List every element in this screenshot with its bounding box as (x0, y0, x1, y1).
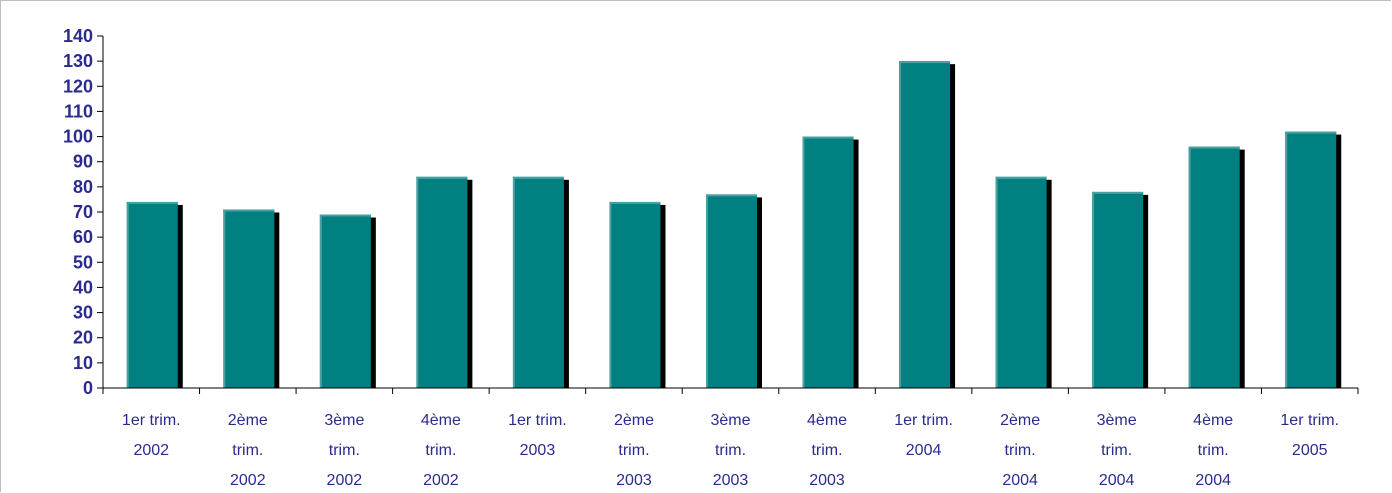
x-tick-label: 2ème (228, 412, 268, 429)
bar (609, 201, 661, 388)
y-tick-label: 30 (73, 303, 93, 323)
x-tick-label: 1er trim. (508, 412, 567, 429)
y-tick-label: 120 (63, 76, 93, 96)
bar-highlight (319, 214, 322, 388)
x-tick-label: trim. (618, 442, 649, 459)
bar-highlight (899, 61, 902, 389)
y-tick-label: 130 (63, 51, 93, 71)
bar-highlight (995, 176, 998, 388)
y-tick-label: 50 (73, 252, 93, 272)
bar (802, 136, 854, 388)
bar-highlight (1092, 191, 1095, 388)
bar-top-highlight (706, 194, 757, 197)
y-axis-ticks: 0 10 20 30 40 50 60 70 80 90 100 110 120 130 140 (63, 26, 103, 398)
bar (899, 61, 951, 389)
bar (1092, 191, 1144, 388)
y-tick-label: 0 (83, 378, 93, 398)
bar (995, 176, 1047, 388)
bar (126, 201, 178, 388)
bar (1188, 146, 1240, 388)
bar-top-highlight (1188, 146, 1240, 149)
axes-group (97, 36, 1359, 394)
y-tick-label: 110 (64, 101, 93, 121)
x-tick-label: trim. (425, 442, 456, 459)
x-tick-label: 2002 (133, 442, 169, 459)
x-tick-label: 2004 (906, 442, 942, 459)
x-tick-label: trim. (232, 442, 263, 459)
x-axis-ticks: 1er trim. 2002 2ème trim. 2002 3ème trim. 2002 4… (122, 412, 1339, 489)
bar-top-highlight (1285, 131, 1337, 134)
x-tick-label: 4ème (1193, 412, 1233, 429)
bar-top-highlight (223, 209, 275, 212)
y-tick-label: 80 (73, 177, 93, 197)
bar (223, 209, 275, 388)
bar-highlight (802, 136, 805, 388)
x-tick-label: 2003 (520, 442, 556, 459)
bar (319, 214, 371, 388)
x-tick-label: 2003 (809, 472, 845, 489)
bar (416, 176, 468, 388)
x-tick-label: 2005 (1292, 442, 1328, 459)
y-tick-label: 90 (73, 152, 93, 172)
x-tick-label: 2002 (327, 472, 363, 489)
x-tick-label: trim. (811, 442, 842, 459)
bar-top-highlight (995, 176, 1047, 179)
x-tick-label: 2003 (616, 472, 652, 489)
x-tick-label: 3ème (710, 412, 750, 429)
bar-top-highlight (126, 201, 178, 204)
bar (1285, 131, 1337, 389)
bar-highlight (1285, 131, 1288, 389)
bar-top-highlight (319, 214, 371, 217)
x-tick-label: 1er trim. (122, 412, 181, 429)
y-tick-label: 10 (73, 353, 93, 373)
bar-highlight (126, 201, 129, 388)
x-tick-label: trim. (1005, 442, 1036, 459)
bar-highlight (416, 176, 419, 388)
bar-highlight (223, 209, 226, 388)
x-tick-label: 2004 (1099, 472, 1135, 489)
bar-highlight (512, 176, 515, 388)
x-tick-label: 2003 (713, 472, 749, 489)
bar-top-highlight (899, 61, 951, 64)
bars-group (126, 61, 1342, 389)
x-tick-label: trim. (329, 442, 360, 459)
y-tick-label: 40 (73, 277, 93, 297)
bar-top-highlight (609, 201, 661, 204)
bar-top-highlight (802, 136, 854, 139)
y-tick-label: 100 (63, 127, 93, 147)
x-tick-label: 2004 (1002, 472, 1038, 489)
x-tick-label: 2ème (1000, 412, 1040, 429)
x-tick-label: 1er trim. (1280, 412, 1339, 429)
y-tick-label: 140 (63, 26, 93, 46)
bar-highlight (706, 194, 708, 388)
x-tick-label: 2ème (614, 412, 654, 429)
x-tick-label: 4ème (807, 412, 847, 429)
x-tick-label: trim. (715, 442, 746, 459)
x-tick-label: 4ème (421, 412, 461, 429)
y-tick-label: 60 (73, 227, 93, 247)
bar-highlight (1188, 146, 1191, 388)
bar-top-highlight (512, 176, 564, 179)
x-tick-label: trim. (1101, 442, 1132, 459)
x-tick-label: trim. (1198, 442, 1229, 459)
x-tick-label: 2002 (230, 472, 266, 489)
x-tick-label: 2002 (423, 472, 459, 489)
y-tick-label: 20 (73, 328, 93, 348)
y-tick-label: 70 (73, 202, 93, 222)
bar-top-highlight (1092, 191, 1144, 194)
bar (512, 176, 564, 388)
bar-highlight (609, 201, 612, 388)
bar-top-highlight (416, 176, 468, 179)
x-tick-label: 3ème (1097, 412, 1137, 429)
x-tick-label: 1er trim. (894, 412, 953, 429)
x-tick-label: 3ème (324, 412, 364, 429)
x-tick-label: 2004 (1195, 472, 1231, 489)
bar (706, 194, 757, 388)
